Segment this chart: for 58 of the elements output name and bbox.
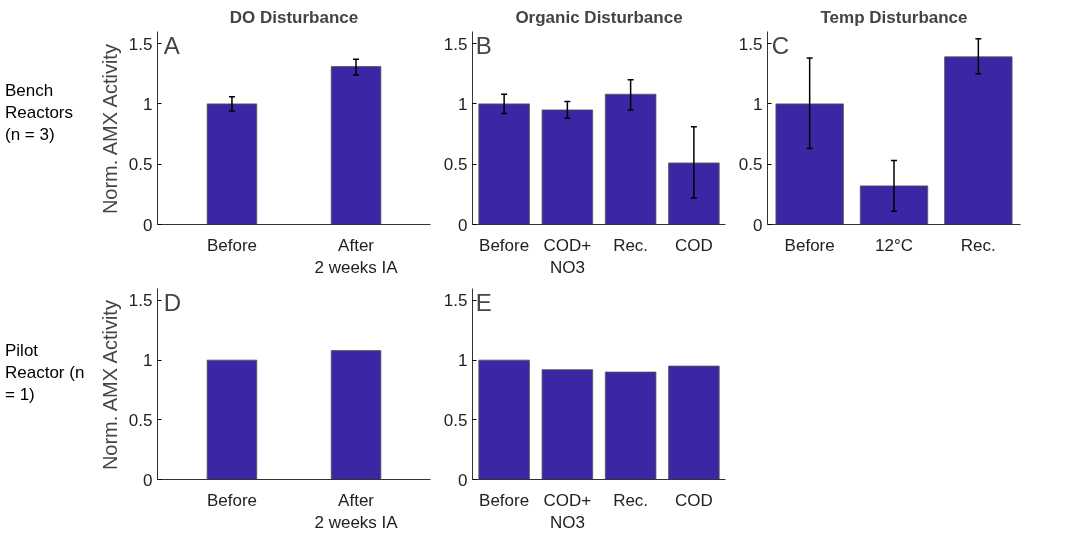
x-tick-label: Before bbox=[479, 490, 530, 510]
y-tick-label: 0 bbox=[753, 215, 763, 235]
bar bbox=[944, 56, 1013, 225]
y-tick-label: 0.5 bbox=[443, 155, 468, 175]
y-tick-label: 1.5 bbox=[128, 291, 153, 311]
bar bbox=[859, 185, 929, 225]
annotation: A bbox=[163, 31, 180, 59]
y-tick-label: 1 bbox=[458, 94, 468, 114]
bar bbox=[775, 103, 844, 225]
text: Pilot Reactor (n = 1) bbox=[5, 340, 86, 407]
y-axis-title: Norm. AMX Activity bbox=[98, 300, 121, 471]
y-tick-label: 0.5 bbox=[128, 410, 153, 430]
x-tick-label: Rec. bbox=[613, 235, 649, 255]
y-tick-label: 1 bbox=[458, 351, 468, 371]
x-tick-label: Before bbox=[784, 235, 835, 255]
text: Bench Reactors (n = 3) bbox=[5, 80, 75, 147]
x-tick-label: COD bbox=[674, 235, 713, 255]
x-tick-label: COD+ NO3 bbox=[543, 490, 592, 533]
y-tick-label: 1.5 bbox=[443, 34, 468, 54]
x-tick-label: Before bbox=[479, 235, 530, 255]
annotation: E bbox=[475, 288, 492, 316]
x-tick-label: Rec. bbox=[960, 235, 996, 255]
bar bbox=[541, 369, 594, 480]
y-tick-label: 0 bbox=[458, 215, 468, 235]
x-tick-label: Before bbox=[206, 490, 257, 510]
x-tick-label: After 2 weeks IA bbox=[314, 235, 399, 278]
y-tick-label: 0.5 bbox=[443, 410, 468, 430]
y-tick-label: 0.5 bbox=[738, 155, 763, 175]
y-tick-label: 1 bbox=[143, 351, 153, 371]
y-tick-label: 0 bbox=[143, 215, 153, 235]
bar bbox=[604, 93, 657, 225]
y-tick-label: 1.5 bbox=[738, 34, 763, 54]
annotation: C bbox=[771, 31, 790, 59]
chart-title: DO Disturbance bbox=[229, 7, 359, 27]
bar bbox=[541, 109, 594, 225]
y-tick-label: 1 bbox=[753, 94, 763, 114]
x-tick-label: Rec. bbox=[613, 490, 649, 510]
annotation: B bbox=[475, 31, 492, 59]
y-tick-label: 1.5 bbox=[443, 291, 468, 311]
annotation: D bbox=[163, 288, 182, 316]
x-tick-label: Before bbox=[206, 235, 257, 255]
bar bbox=[478, 359, 530, 480]
x-tick-label: COD bbox=[674, 490, 713, 510]
x-tick-label: COD+ NO3 bbox=[543, 235, 592, 278]
y-axis-title: Norm. AMX Activity bbox=[98, 44, 121, 215]
y-tick-label: 0 bbox=[143, 470, 153, 490]
y-tick-label: 0 bbox=[458, 470, 468, 490]
chart-title: Organic Disturbance bbox=[515, 7, 683, 27]
y-tick-label: 0.5 bbox=[128, 155, 153, 175]
bar bbox=[478, 103, 530, 225]
bar bbox=[668, 365, 720, 480]
x-tick-label: After 2 weeks IA bbox=[314, 490, 399, 533]
x-tick-label: 12°C bbox=[875, 235, 913, 255]
bar bbox=[668, 162, 720, 225]
y-tick-label: 1 bbox=[143, 94, 153, 114]
bar bbox=[604, 371, 657, 480]
y-tick-label: 1.5 bbox=[128, 34, 153, 54]
chart-title: Temp Disturbance bbox=[820, 7, 968, 27]
